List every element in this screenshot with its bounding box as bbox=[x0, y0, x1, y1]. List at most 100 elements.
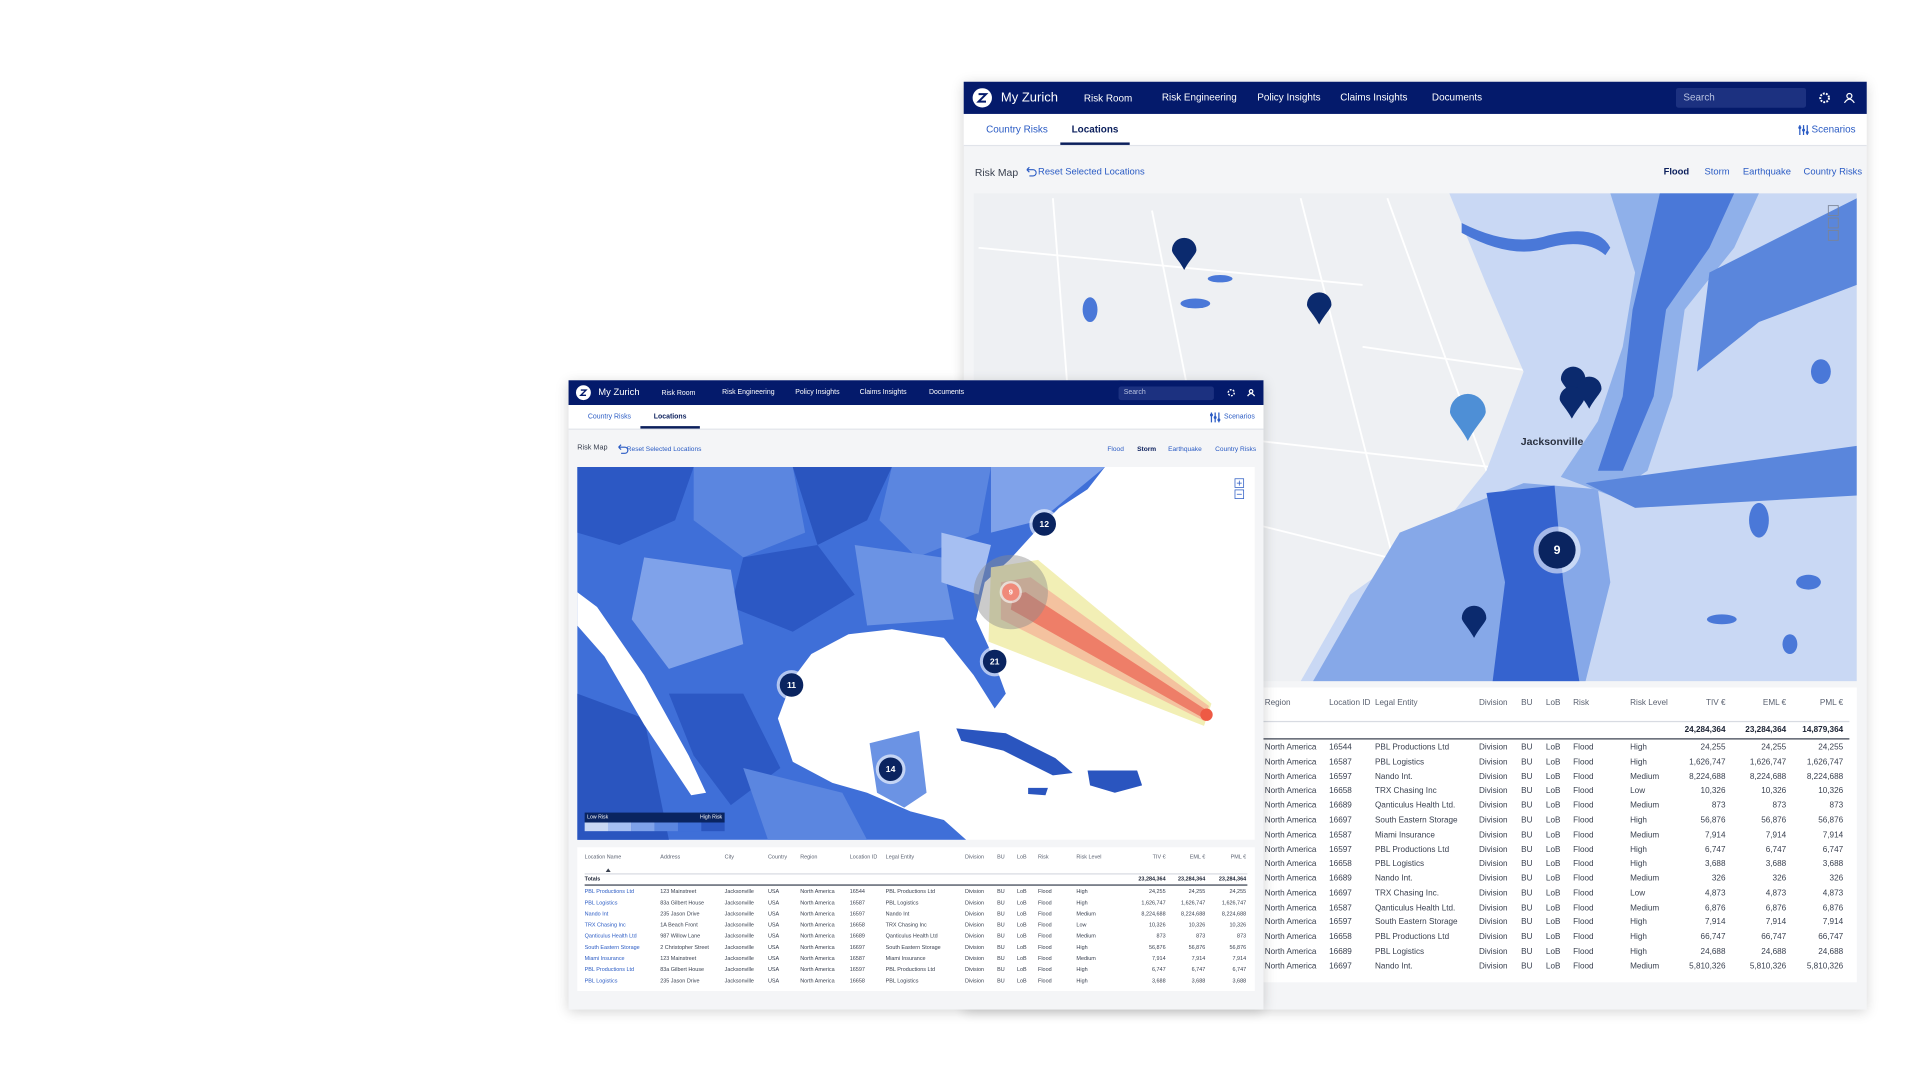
reset-link[interactable]: Reset Selected Locations bbox=[1038, 166, 1145, 178]
map-pin bbox=[1560, 366, 1586, 399]
table-cell: Jacksonville bbox=[724, 899, 754, 906]
risk-filter[interactable]: Storm bbox=[1137, 445, 1157, 454]
column-header[interactable]: Division bbox=[1479, 698, 1508, 708]
column-header[interactable]: LoB bbox=[1016, 853, 1027, 861]
nav-item[interactable]: Claims Insights bbox=[859, 388, 907, 396]
table-cell: USA bbox=[767, 922, 780, 929]
column-header[interactable]: Risk Level bbox=[1630, 698, 1668, 708]
cluster bbox=[779, 673, 804, 697]
risk-filter[interactable]: Storm bbox=[1704, 166, 1730, 178]
column-header[interactable]: Location ID bbox=[1329, 698, 1371, 708]
nav-item[interactable]: Policy Insights bbox=[1257, 91, 1321, 104]
column-header[interactable]: Location Name bbox=[584, 853, 622, 861]
column-header[interactable]: EML € bbox=[1189, 853, 1206, 861]
column-header[interactable]: Legal Entity bbox=[1374, 698, 1418, 708]
slider-knob bbox=[1209, 413, 1213, 417]
column-header[interactable]: Risk bbox=[1038, 853, 1049, 861]
column-header[interactable]: Risk bbox=[1573, 698, 1590, 708]
column-header[interactable]: Region bbox=[800, 853, 818, 861]
table-cell[interactable]: PBL Logistics bbox=[584, 899, 618, 906]
table-cell: BU bbox=[1521, 743, 1533, 752]
column-header[interactable]: PML € bbox=[1230, 853, 1247, 861]
risk-filter[interactable]: Earthquake bbox=[1168, 445, 1202, 454]
table-cell[interactable]: Nando Int bbox=[584, 910, 609, 918]
table-cell: BU bbox=[1521, 757, 1533, 767]
nav-item[interactable]: Risk Engineering bbox=[722, 388, 775, 396]
nav-item[interactable]: Claims Insights bbox=[1340, 91, 1408, 104]
nav-item[interactable]: Documents bbox=[1431, 91, 1483, 104]
column-header[interactable]: TIV € bbox=[1152, 853, 1166, 861]
column-header[interactable]: PML € bbox=[1819, 698, 1844, 708]
table-cell: 326 bbox=[1829, 874, 1844, 884]
table-cell: 16597 bbox=[849, 966, 865, 973]
table-cell: 24,688 bbox=[1700, 947, 1726, 957]
table-cell[interactable]: PBL Productions Ltd bbox=[584, 888, 635, 895]
scenarios-icon bbox=[1798, 125, 1809, 136]
table-cell[interactable]: Qanticulus Health Ltd bbox=[584, 933, 637, 940]
brand[interactable]: My Zurich bbox=[598, 387, 640, 399]
table-cell: 66,747 bbox=[1818, 932, 1844, 942]
column-header[interactable]: Country bbox=[767, 853, 788, 861]
table-cell: LoB bbox=[1545, 787, 1561, 796]
risk-filter[interactable]: Flood bbox=[1663, 166, 1690, 178]
water-body bbox=[1810, 359, 1831, 384]
column-header[interactable]: Location ID bbox=[849, 853, 878, 861]
nav-item[interactable]: Risk Room bbox=[661, 389, 696, 398]
table-cell[interactable]: TRX Chasing Inc bbox=[584, 922, 626, 929]
table-cell[interactable]: PBL Logistics bbox=[584, 977, 618, 984]
column-header[interactable]: Legal Entity bbox=[885, 853, 915, 861]
risk-filter[interactable]: Earthquake bbox=[1742, 166, 1791, 178]
table-cell: 4,873 bbox=[1765, 889, 1787, 898]
tab[interactable]: Country Risks bbox=[986, 124, 1048, 136]
tab[interactable]: Locations bbox=[653, 413, 687, 421]
map-pin bbox=[1559, 386, 1585, 419]
tab[interactable]: Locations bbox=[1071, 124, 1119, 136]
table-cell: Medium bbox=[1630, 801, 1660, 811]
table-cell: 1,626,747 bbox=[1689, 757, 1726, 767]
table-cell: 24,255 bbox=[1700, 743, 1726, 752]
table-cell: 16689 bbox=[1329, 801, 1352, 811]
water-body bbox=[1082, 297, 1098, 323]
column-header[interactable]: EML € bbox=[1762, 698, 1787, 708]
risk-filter[interactable]: Country Risks bbox=[1215, 445, 1257, 454]
column-header[interactable]: Address bbox=[660, 853, 681, 861]
reset-link[interactable]: Reset Selected Locations bbox=[626, 445, 702, 454]
table-cell: LoB bbox=[1016, 933, 1027, 940]
tab[interactable]: Country Risks bbox=[587, 413, 632, 421]
column-header[interactable]: Division bbox=[964, 853, 984, 861]
table-cell[interactable]: Miami Insurance bbox=[584, 955, 625, 962]
column-header[interactable]: BU bbox=[1521, 698, 1533, 708]
nav-item[interactable]: Risk Room bbox=[1083, 93, 1133, 105]
brand[interactable]: My Zurich bbox=[1000, 90, 1058, 105]
column-header[interactable]: Region bbox=[1264, 698, 1291, 708]
column-header[interactable]: Risk Level bbox=[1076, 853, 1102, 861]
table-cell: Flood bbox=[1573, 918, 1594, 928]
risk-filter[interactable]: Flood bbox=[1107, 445, 1124, 454]
table-cell: 873 bbox=[1196, 933, 1206, 940]
table-cell: 7,914 bbox=[1232, 955, 1247, 962]
nav-item[interactable]: Documents bbox=[929, 388, 965, 396]
table-cell: BU bbox=[1521, 845, 1533, 855]
table-cell: 3,688 bbox=[1232, 977, 1247, 984]
nav-item[interactable]: Risk Engineering bbox=[1161, 91, 1237, 104]
table-cell: BU bbox=[1521, 787, 1533, 796]
column-header[interactable]: LoB bbox=[1545, 698, 1561, 708]
user-icon-head bbox=[1248, 389, 1254, 394]
risk-filter[interactable]: Country Risks bbox=[1803, 166, 1863, 178]
column-header[interactable]: TIV € bbox=[1705, 698, 1726, 708]
nav-item[interactable]: Policy Insights bbox=[795, 388, 840, 396]
table-cell: Medium bbox=[1630, 962, 1660, 971]
column-header[interactable]: BU bbox=[997, 853, 1005, 861]
table-cell: Division bbox=[1479, 787, 1508, 796]
table-cell: LoB bbox=[1545, 743, 1561, 752]
table-cell: USA bbox=[767, 899, 780, 906]
table-cell[interactable]: PBL Productions Ltd bbox=[584, 966, 635, 973]
table-cell: TRX Chasing Inc bbox=[885, 922, 927, 929]
table-cell[interactable]: South Eastern Storage bbox=[584, 944, 640, 951]
table-cell: 16597 bbox=[1329, 918, 1352, 928]
scenarios-link[interactable]: Scenarios bbox=[1811, 124, 1856, 136]
search-placeholder[interactable]: Search bbox=[1123, 388, 1146, 396]
scenarios-link[interactable]: Scenarios bbox=[1223, 413, 1255, 421]
column-header[interactable]: City bbox=[724, 853, 735, 861]
search-placeholder[interactable]: Search bbox=[1683, 91, 1715, 104]
